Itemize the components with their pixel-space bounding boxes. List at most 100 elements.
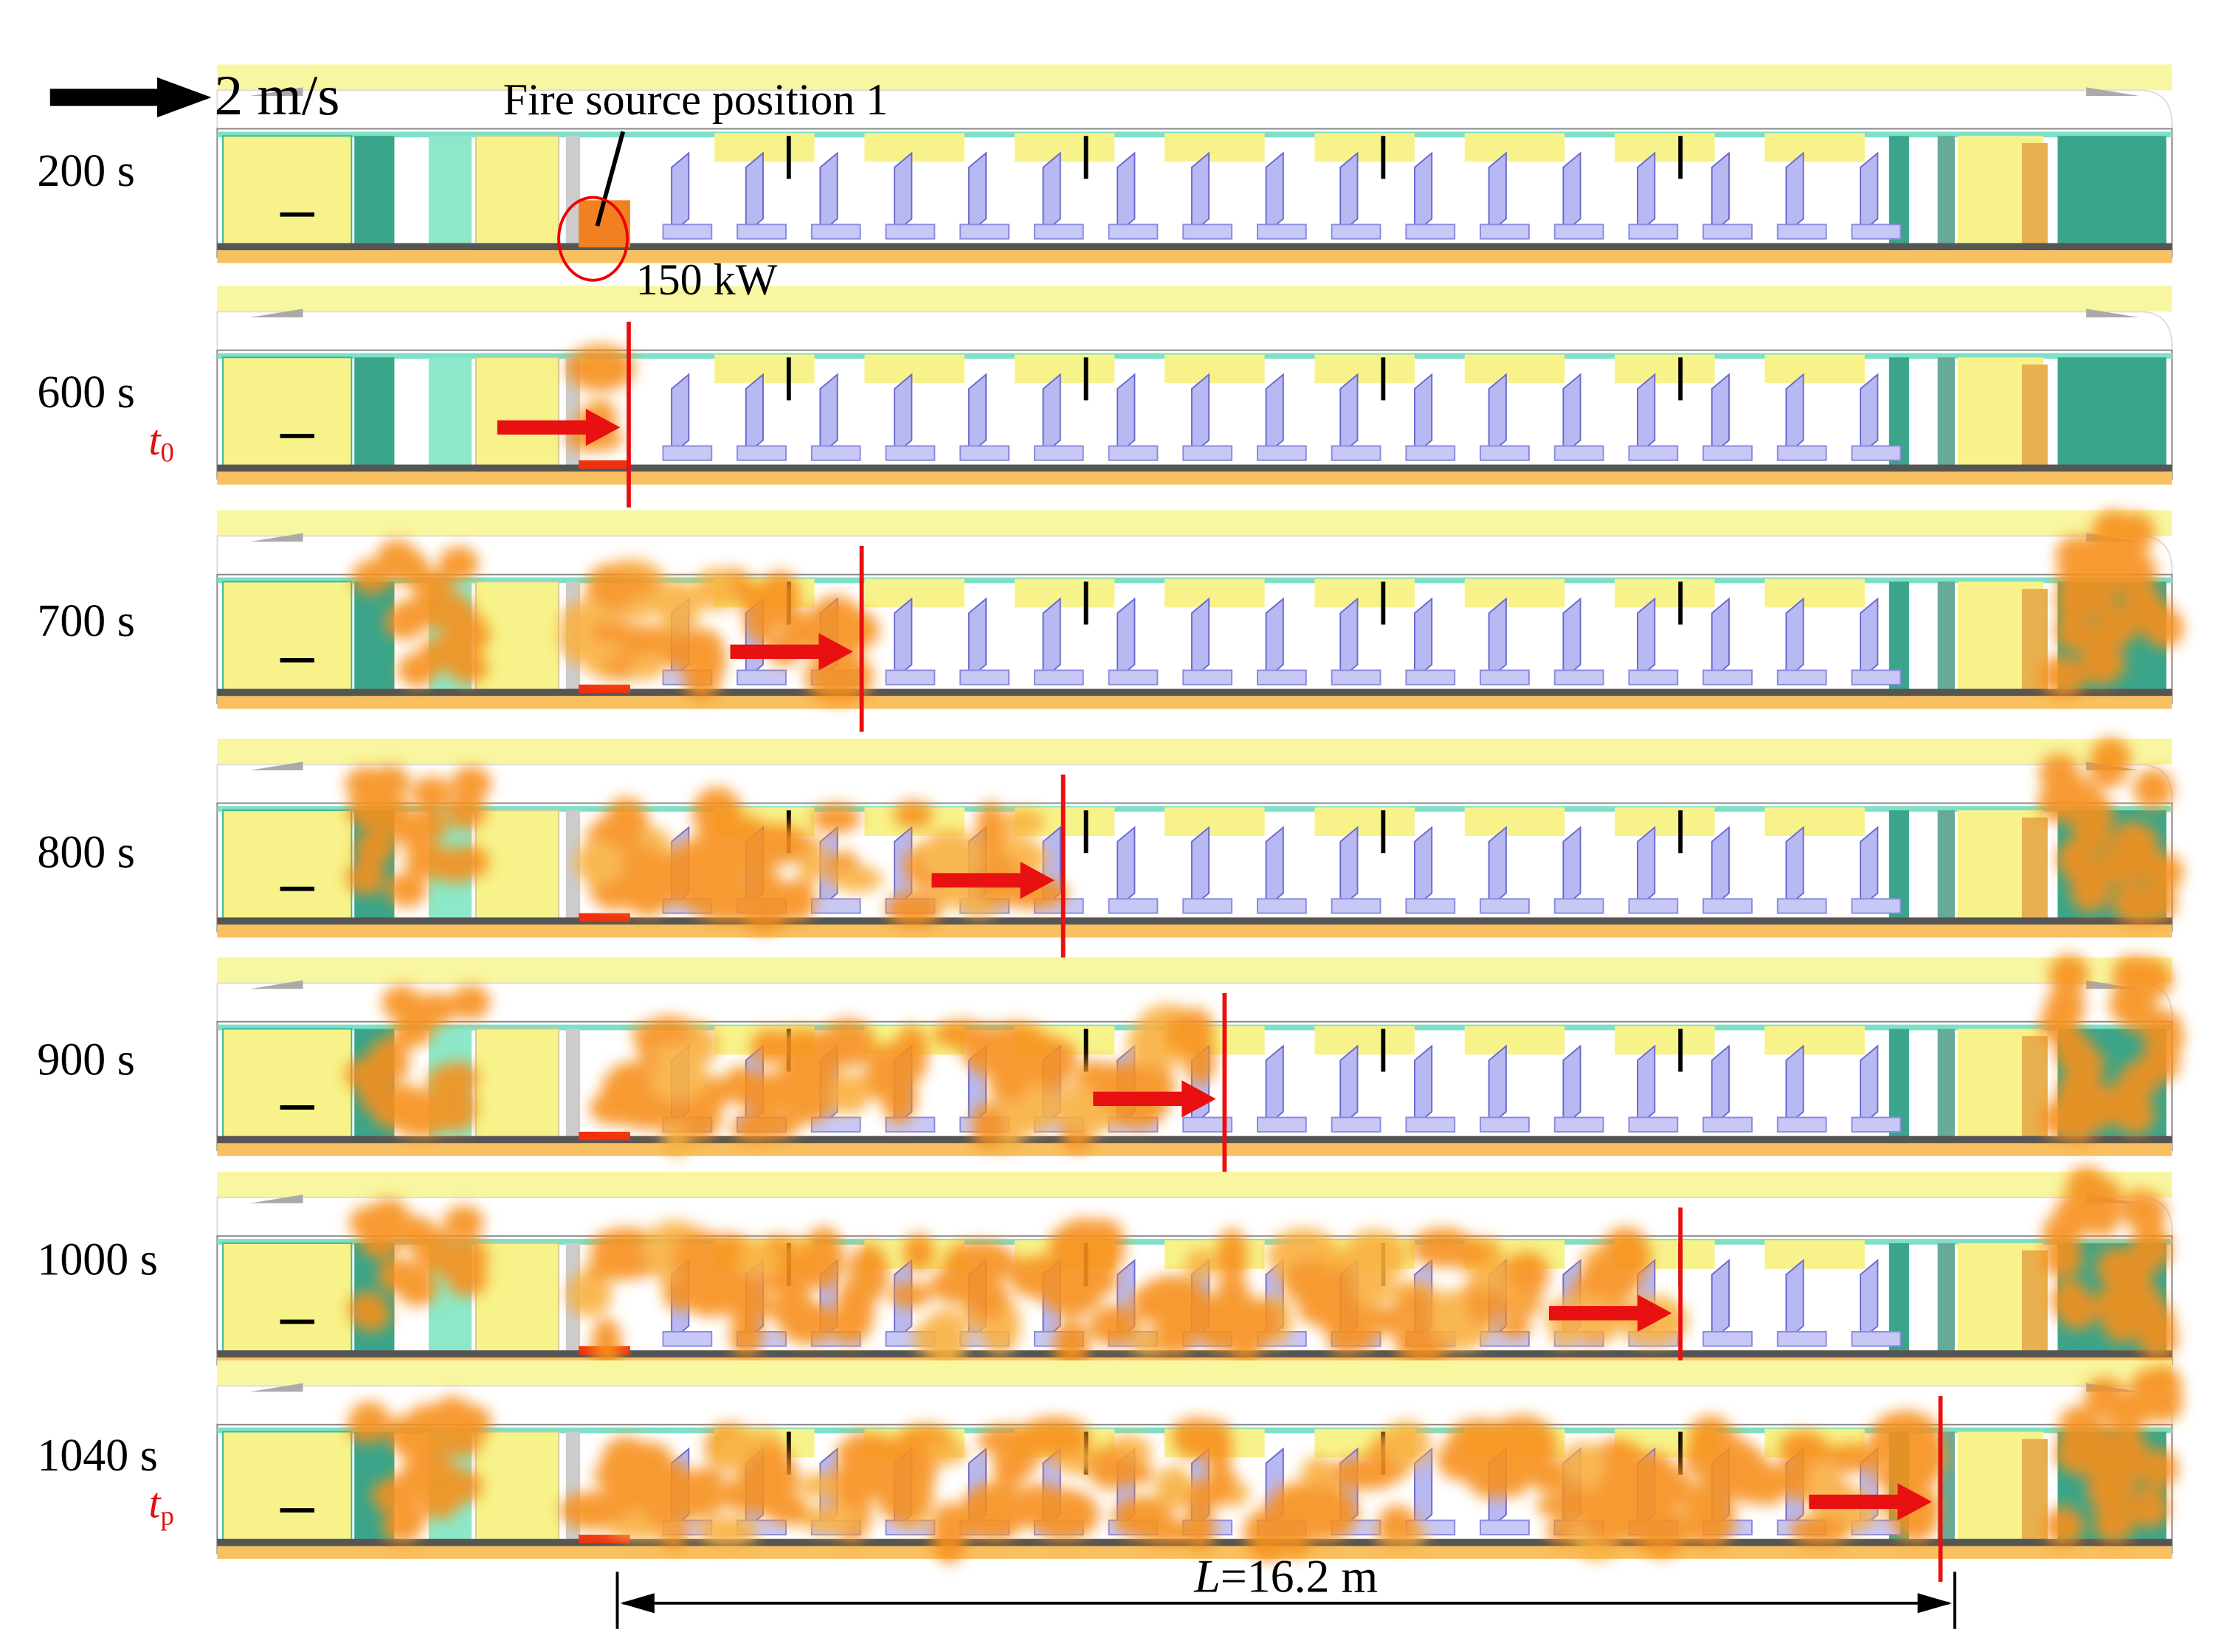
marker-symbol: t — [148, 416, 162, 464]
seat-back — [894, 151, 913, 235]
spread-arrow — [1809, 1483, 1932, 1521]
window-panel — [1615, 133, 1715, 162]
roof-strip — [217, 510, 2173, 536]
wind-label: 2 m/s — [214, 63, 339, 127]
seat-back — [1265, 373, 1284, 457]
smoke-puff — [731, 1113, 781, 1143]
seat-base — [1480, 1116, 1530, 1133]
smoke-puff — [1215, 1275, 1250, 1316]
smoke-puff — [1873, 1461, 1939, 1493]
seat-base — [1331, 898, 1381, 914]
smoke-puff — [450, 985, 491, 1020]
floor — [217, 243, 2173, 251]
door — [428, 357, 472, 472]
smoke-puff — [2129, 1487, 2170, 1528]
seat-back — [1860, 1259, 1879, 1342]
smoke-puff — [427, 1065, 467, 1099]
door — [475, 1028, 560, 1144]
smoke-puff — [2038, 1005, 2080, 1046]
smoke-puff — [2128, 956, 2169, 997]
seat-base — [1182, 669, 1233, 685]
cab — [222, 135, 353, 252]
seat-back — [1860, 597, 1879, 681]
smoke-puff — [1778, 1431, 1829, 1466]
seat-back — [1637, 151, 1656, 235]
smoke-puff — [345, 860, 386, 895]
time-label: 700 s — [37, 596, 135, 646]
roof — [216, 535, 2173, 576]
seat-base — [1776, 1330, 1827, 1347]
seat-back — [1042, 373, 1061, 457]
door — [428, 136, 472, 251]
smoke-puff — [721, 1294, 777, 1319]
smoke-puff — [1683, 1436, 1738, 1479]
roof — [216, 311, 2173, 351]
seat-back — [1785, 597, 1804, 681]
smoke-puff — [740, 1447, 798, 1510]
seat-back — [1488, 151, 1507, 235]
smoke-puff — [442, 1423, 483, 1458]
snapshot-panel: 1000 s — [37, 1166, 2178, 1394]
smoke-puff — [890, 1443, 936, 1504]
smoke-puff — [382, 985, 422, 1020]
smoke-puff — [349, 1401, 390, 1437]
seat-base — [1851, 224, 1902, 240]
smoke-puff — [446, 795, 486, 830]
smoke-puff — [2043, 1506, 2084, 1546]
floor-stripe — [217, 925, 2173, 938]
smoke-puff — [1381, 1420, 1431, 1468]
seat-base — [1405, 898, 1456, 914]
smoke-puff — [600, 571, 658, 598]
seat-back — [1414, 151, 1433, 235]
door — [475, 809, 560, 926]
smoke-puff — [679, 1090, 722, 1141]
smoke-puff — [782, 1029, 827, 1074]
smoke-puff — [1331, 1456, 1402, 1490]
seat-base — [1702, 898, 1753, 914]
cab — [2057, 357, 2167, 472]
window-panel — [1165, 807, 1265, 837]
window-panel — [864, 354, 965, 384]
smoke-puff — [631, 1021, 697, 1046]
cab — [222, 581, 353, 697]
time-label: 200 s — [37, 146, 135, 196]
door — [475, 356, 560, 473]
smoke-puff — [347, 793, 387, 829]
seat-back — [1711, 373, 1730, 457]
smoke-puff — [1432, 1237, 1494, 1266]
seat-base — [1702, 445, 1753, 461]
seat-back — [1190, 597, 1210, 681]
smoke-puff — [349, 1206, 390, 1240]
smoke-puff — [2118, 1061, 2159, 1102]
spread-arrow — [1548, 1294, 1672, 1332]
seat-back — [1339, 373, 1359, 457]
smoke-puff — [1090, 1304, 1139, 1347]
smoke-puff — [745, 865, 782, 920]
partition — [565, 136, 581, 251]
seat-base — [1182, 898, 1233, 914]
smoke-puff — [832, 865, 883, 893]
fire-label: Fire source position 1 — [503, 75, 889, 124]
seat-base — [736, 669, 787, 685]
fire-source — [579, 1534, 630, 1544]
roof-vent — [249, 980, 303, 989]
window-panel — [1014, 578, 1115, 608]
power-label: 150 kW — [636, 255, 778, 304]
smoke — [347, 1166, 2178, 1373]
smoke-puff — [919, 829, 981, 883]
window-panel — [1014, 133, 1115, 162]
seat-base — [1702, 1330, 1753, 1347]
smoke-puff — [697, 1516, 759, 1547]
seat-back — [1265, 1044, 1284, 1128]
seat-base — [1108, 898, 1159, 914]
roof-strip — [217, 64, 2173, 91]
dimension-arrowhead — [620, 1593, 655, 1614]
door — [2021, 142, 2048, 251]
smoke-puff — [591, 1318, 622, 1373]
seat-base — [1480, 898, 1530, 914]
smoke-puff — [994, 1462, 1028, 1487]
smoke-puff — [353, 831, 395, 866]
smoke-puff — [1378, 1505, 1417, 1542]
dimension: L=16.2 m — [615, 1549, 1956, 1629]
seat-base — [1033, 669, 1084, 685]
